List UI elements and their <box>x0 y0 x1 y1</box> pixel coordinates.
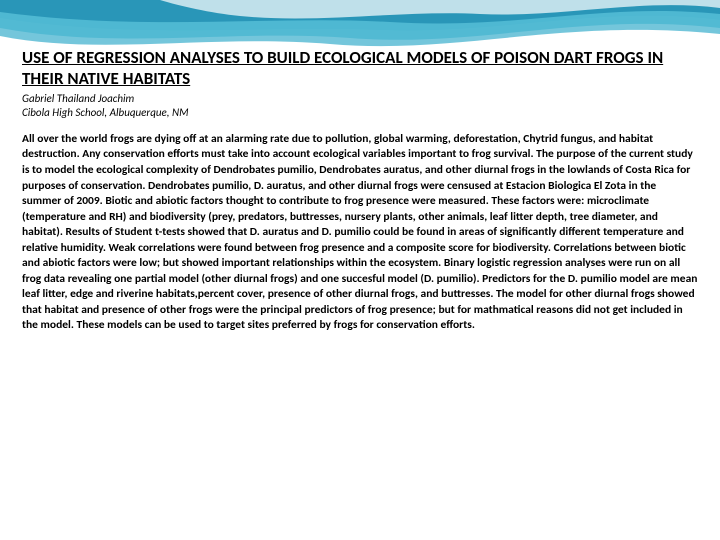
slide-title: USE OF REGRESSION ANALYSES TO BUILD ECOL… <box>22 48 698 89</box>
abstract-body: All over the world frogs are dying off a… <box>22 132 698 334</box>
author-line: Gabriel Thailand Joachim <box>22 92 698 106</box>
affiliation-line: Cibola High School, Albuquerque, NM <box>22 106 698 120</box>
slide-content: USE OF REGRESSION ANALYSES TO BUILD ECOL… <box>0 0 720 350</box>
